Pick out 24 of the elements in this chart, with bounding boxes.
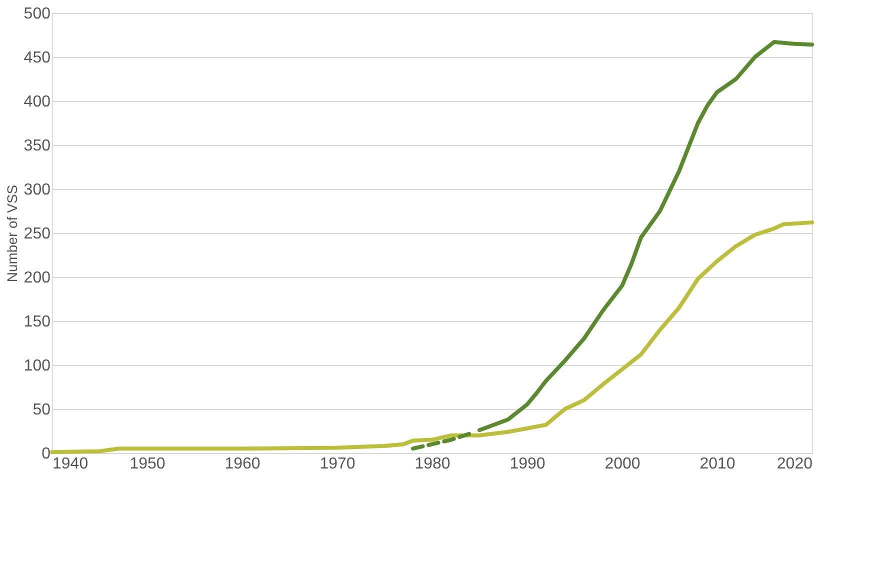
x-tick-label: 1970 bbox=[320, 456, 356, 472]
x-tick-label: 1990 bbox=[510, 456, 546, 472]
x-tick-label: 1960 bbox=[224, 456, 260, 472]
x-tick-label: 1980 bbox=[414, 456, 450, 472]
y-tick-label: 450 bbox=[24, 50, 51, 66]
x-tick-label: 2020 bbox=[776, 456, 813, 472]
y-tick-label: 0 bbox=[42, 446, 51, 462]
y-tick-label: 100 bbox=[24, 358, 51, 374]
y-tick-label: 400 bbox=[24, 94, 51, 110]
y-tick-label: 350 bbox=[24, 138, 51, 154]
y-tick-label: 250 bbox=[24, 226, 51, 242]
line-series bbox=[411, 432, 472, 451]
y-axis-title: Number of VSS bbox=[4, 184, 20, 282]
line-series bbox=[478, 40, 814, 432]
x-tick-label: 1940 bbox=[52, 456, 88, 472]
x-tick-label: 1950 bbox=[130, 456, 166, 472]
y-tick-label: 50 bbox=[32, 402, 51, 418]
x-tick-label: 2000 bbox=[604, 456, 640, 472]
line-series bbox=[50, 220, 814, 454]
y-tick-label: 500 bbox=[24, 6, 51, 22]
y-tick-label: 300 bbox=[24, 182, 51, 198]
x-tick-label: 2010 bbox=[700, 456, 736, 472]
y-tick-label: 150 bbox=[24, 314, 51, 330]
y-tick-label: 200 bbox=[24, 270, 51, 286]
